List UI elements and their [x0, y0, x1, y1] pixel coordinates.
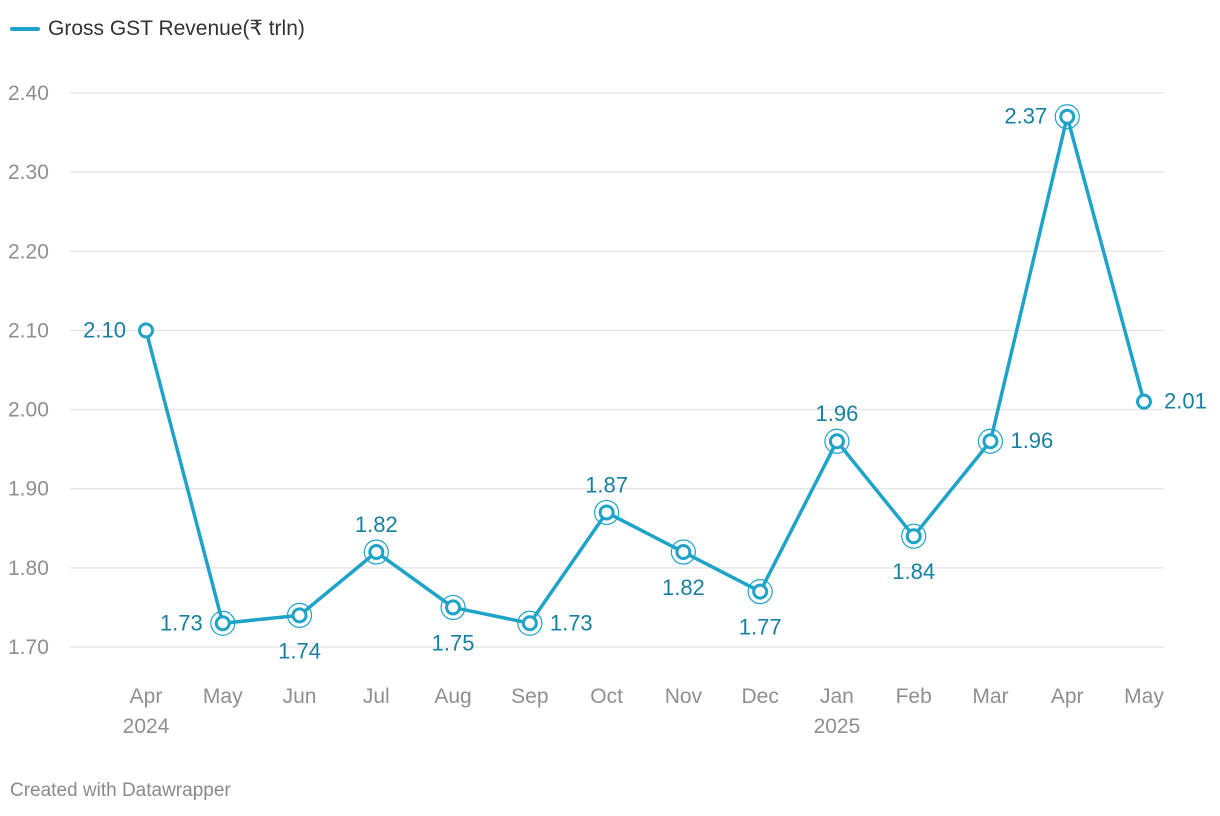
data-label: 1.84: [892, 559, 935, 584]
y-tick-label: 1.90: [8, 478, 49, 501]
data-point-marker: [675, 544, 692, 561]
data-point-halo: [210, 610, 236, 636]
data-label: 1.87: [585, 472, 628, 497]
data-point-marker: [445, 599, 462, 616]
data-point: [517, 610, 543, 636]
x-tick-label: May: [203, 685, 243, 708]
x-tick-label: Mar: [972, 685, 1008, 708]
data-point-halo: [670, 539, 696, 565]
data-label: 1.75: [432, 630, 475, 655]
y-tick-label: 2.30: [8, 161, 49, 184]
y-tick-label: 2.20: [8, 240, 49, 263]
x-tick-label: May: [1124, 685, 1164, 708]
data-point: [1136, 393, 1152, 410]
y-tick-label: 1.70: [8, 636, 49, 659]
data-point-marker: [1136, 393, 1152, 410]
data-point-marker: [905, 528, 922, 545]
gridlines: [70, 92, 1164, 648]
data-point-halo: [901, 523, 927, 549]
data-label: 2.37: [1004, 104, 1047, 129]
y-axis-ticks: 1.70 1.80 1.90 2.00 2.10 2.20 2.30 2.40: [8, 82, 49, 659]
data-label: 1.73: [550, 610, 593, 635]
y-tick-label: 2.10: [8, 319, 49, 342]
x-tick-label: Jul: [363, 685, 390, 708]
y-tick-label: 1.80: [8, 557, 49, 580]
y-tick-label: 2.00: [8, 399, 49, 422]
data-point-marker: [752, 583, 769, 600]
x-tick-label: Jun: [283, 685, 317, 708]
data-point-marker: [828, 433, 845, 450]
data-point-halo: [440, 594, 466, 621]
series-line: [144, 114, 1146, 626]
x-tick-label: Apr: [1051, 685, 1084, 708]
data-point-marker: [982, 433, 999, 450]
data-point-marker: [214, 615, 231, 632]
data-point-marker: [521, 615, 538, 632]
data-point: [138, 322, 154, 339]
data-label: 1.96: [1010, 428, 1053, 453]
data-point: [747, 578, 773, 605]
data-point-halo: [824, 428, 850, 454]
footer-credit: Created with Datawrapper: [10, 780, 231, 801]
x-tick-year-label: 2024: [123, 715, 170, 738]
data-point: [363, 539, 389, 565]
data-point-marker: [138, 322, 154, 339]
data-point: [286, 602, 313, 628]
data-point-halo: [977, 428, 1004, 454]
data-point-marker: [368, 544, 385, 561]
data-point: [440, 594, 466, 621]
x-tick-label: Aug: [434, 685, 471, 708]
data-point-halo: [517, 610, 543, 636]
x-tick-label: Dec: [741, 685, 778, 708]
data-label: 2.10: [83, 317, 126, 342]
data-point: [1054, 104, 1080, 130]
y-tick-label: 2.40: [8, 82, 49, 105]
data-label: 1.77: [739, 615, 782, 640]
data-label: 1.82: [662, 575, 705, 600]
series-line-layer: [144, 114, 1146, 626]
data-point-halo: [1054, 104, 1080, 130]
data-points: [138, 104, 1152, 636]
data-point-halo: [594, 499, 620, 526]
data-label: 2.01: [1164, 389, 1207, 414]
x-tick-year-label: 2025: [814, 715, 861, 738]
data-point: [210, 610, 236, 636]
x-axis-ticks: Apr 2024 May Jun Jul Aug Sep Oct Nov Dec Jan 2025 Fe…: [123, 685, 1165, 738]
legend-label: Gross GST Revenue(₹ trln): [48, 17, 305, 40]
x-tick-label: Nov: [665, 685, 703, 708]
x-tick-label: Oct: [590, 685, 623, 708]
data-point: [594, 499, 620, 526]
data-label: 1.73: [160, 610, 203, 635]
data-label: 1.82: [355, 512, 398, 537]
data-point: [670, 539, 696, 565]
legend: Gross GST Revenue(₹ trln): [10, 16, 305, 41]
x-tick-label: Jan: [820, 685, 854, 708]
data-label: 1.96: [816, 401, 859, 426]
data-point-halo: [286, 602, 313, 628]
x-tick-label: Feb: [896, 685, 932, 708]
data-point: [977, 428, 1004, 454]
data-point-marker: [598, 504, 615, 521]
data-point: [901, 523, 927, 549]
legend-swatch: [10, 26, 40, 31]
data-label: 1.74: [278, 638, 321, 663]
data-point-halo: [363, 539, 389, 565]
x-tick-label: Sep: [511, 685, 548, 708]
data-point: [824, 428, 850, 454]
data-point-marker: [1059, 108, 1076, 125]
x-tick-label: Apr: [130, 685, 163, 708]
data-point-marker: [291, 607, 308, 624]
data-point-halo: [747, 578, 773, 605]
data-labels: 2.10 1.73 1.74 1.82 1.75 1.73 1.87 1.82 1.77 1.96…: [83, 104, 1207, 664]
